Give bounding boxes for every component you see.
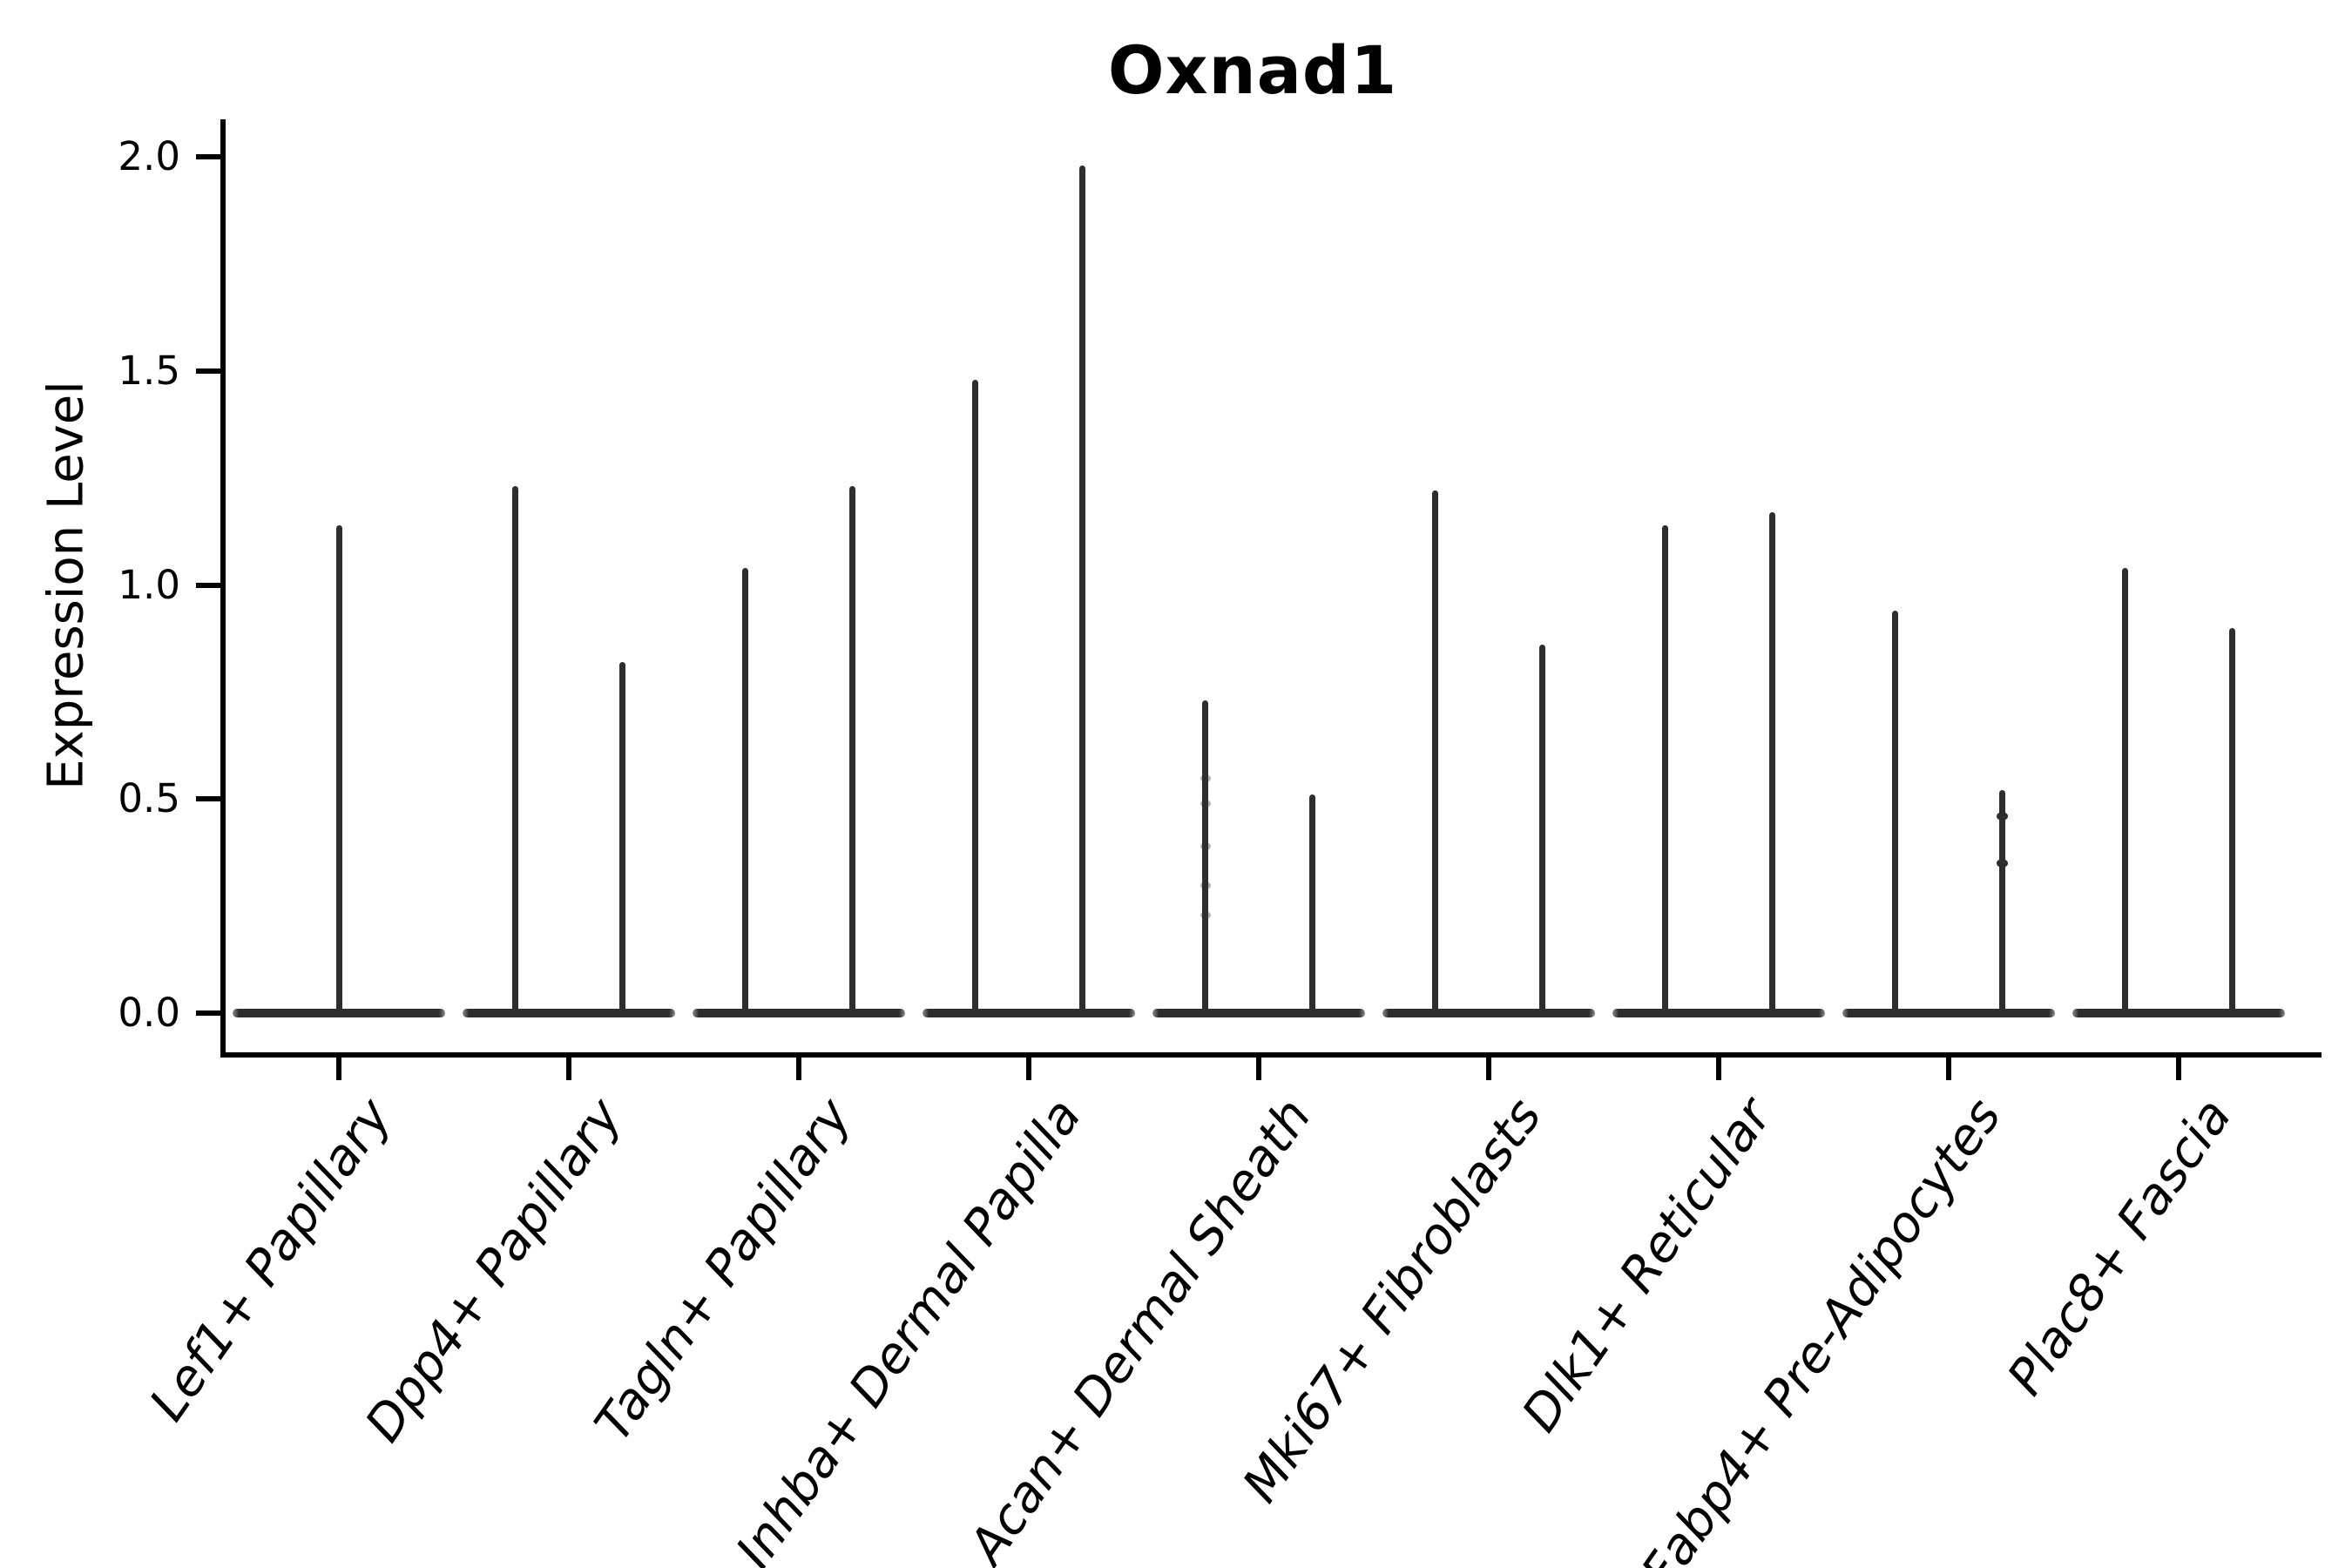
violin-spike <box>619 661 625 1017</box>
violin-spike <box>335 524 342 1017</box>
y-tick-label: 1.0 <box>118 561 180 608</box>
y-axis-tick <box>196 1010 220 1016</box>
violin-spike <box>1079 165 1085 1017</box>
y-axis-spine <box>220 119 226 1058</box>
violin-base <box>923 1009 1135 1017</box>
violin-spike <box>1892 610 1898 1017</box>
y-axis-tick <box>196 796 220 802</box>
violin-spike <box>2122 567 2128 1017</box>
violin-spike <box>742 567 748 1017</box>
chart-title: Oxnad1 <box>1107 31 1398 109</box>
x-tick-label: Dlk1+ Reticular <box>1511 1088 1783 1443</box>
violin-spike <box>1309 794 1315 1017</box>
violin-spike <box>512 486 518 1017</box>
x-axis-tick <box>1486 1058 1491 1080</box>
x-axis-tick <box>1716 1058 1721 1080</box>
violin-base <box>1382 1009 1595 1017</box>
x-axis-spine <box>220 1052 2322 1058</box>
x-axis-tick <box>796 1058 801 1080</box>
y-axis-tick <box>196 368 220 374</box>
y-tick-label: 1.5 <box>118 347 180 394</box>
violin-base <box>1612 1009 1825 1017</box>
violin-spike <box>1432 490 1438 1017</box>
violin-base <box>1842 1009 2055 1017</box>
x-axis-tick <box>2176 1058 2181 1080</box>
violin-spike <box>1999 790 2005 1017</box>
violin-spike <box>1662 524 1668 1017</box>
violin-base <box>1152 1009 1365 1017</box>
violin-spike <box>1202 700 1208 1017</box>
violin-spike <box>849 486 855 1017</box>
x-tick-label: Lef1+ Papillary <box>139 1088 403 1431</box>
violin-spike <box>972 379 978 1017</box>
x-tick-label: Dpp4+ Papillary <box>354 1088 633 1452</box>
x-tick-label: Plac8+ Fascia <box>1996 1088 2243 1406</box>
y-axis-tick <box>196 154 220 159</box>
violin-spike <box>1769 511 1775 1017</box>
x-axis-tick <box>566 1058 571 1080</box>
y-tick-label: 0.5 <box>118 775 180 822</box>
violin-spike <box>1539 645 1545 1017</box>
jitter-dot <box>1997 858 2008 868</box>
violin-base <box>693 1009 905 1017</box>
jitter-dot <box>1997 811 2008 821</box>
x-axis-tick <box>1946 1058 1951 1080</box>
y-tick-label: 2.0 <box>118 133 180 179</box>
y-tick-label: 0.0 <box>118 990 180 1036</box>
x-tick-label: Tagln+ Papillary <box>584 1088 863 1452</box>
x-axis-tick <box>336 1058 341 1080</box>
x-axis-tick <box>1256 1058 1261 1080</box>
violin-base <box>463 1009 675 1017</box>
x-axis-tick <box>1026 1058 1031 1080</box>
y-axis-tick <box>196 582 220 588</box>
violin-base <box>2072 1009 2285 1017</box>
violin-spike <box>2229 627 2235 1017</box>
